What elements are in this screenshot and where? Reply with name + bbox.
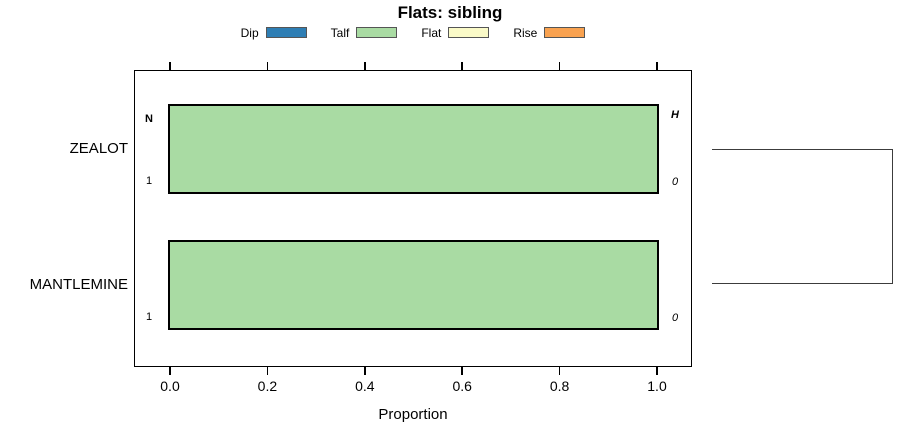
legend: Dip Talf Flat Rise [134, 25, 692, 40]
legend-item: Rise [513, 25, 586, 40]
x-axis-tick-top [169, 62, 171, 70]
x-axis-tick-top [364, 62, 366, 70]
bar-segment-talf [170, 242, 657, 328]
legend-swatch [448, 27, 490, 38]
x-axis-tick-bottom [169, 367, 171, 375]
x-axis-tick-bottom [266, 367, 269, 375]
x-axis-tick-bottom [364, 367, 366, 375]
row-label-right-top: H [671, 109, 679, 121]
x-axis-tick-label: 0.4 [355, 378, 375, 394]
x-axis-tick-top [266, 62, 269, 70]
chart-title: Flats: sibling [397, 3, 503, 22]
row-label-left-bottom: 1 [145, 175, 153, 187]
x-axis-tick-bottom [558, 367, 561, 375]
legend-item: Talf [331, 26, 398, 40]
x-axis-tick-top [558, 62, 561, 70]
legend-swatch [356, 27, 398, 38]
x-axis-tick-bottom [656, 367, 658, 375]
x-axis-title: Proportion [378, 406, 448, 423]
category-label: MANTLEMINE [29, 276, 128, 293]
row-label-left-top: N [145, 113, 153, 125]
legend-label: Talf [330, 25, 350, 40]
x-axis-tick-label: 1.0 [647, 378, 667, 394]
x-axis-tick-top [656, 62, 658, 70]
legend-label: Dip [240, 25, 259, 40]
row-label-right-bottom: 0 [671, 312, 679, 324]
group-bracket [712, 149, 893, 284]
bar-segment-talf [170, 106, 657, 192]
row-label-left-bottom: 1 [145, 311, 153, 323]
legend-item: Flat [421, 25, 490, 40]
legend-swatch [265, 27, 307, 38]
legend-label: Rise [513, 25, 538, 40]
row-label-right-bottom: 0 [671, 176, 679, 188]
legend-label: Flat [421, 25, 442, 40]
bar-mantlemine [168, 240, 659, 330]
x-axis-tick-top [461, 62, 463, 70]
x-axis-tick-label: 0.6 [452, 378, 472, 394]
legend-swatch [544, 27, 586, 38]
legend-item: Dip [241, 26, 307, 40]
x-axis-tick-label: 0.8 [549, 378, 570, 394]
x-axis-tick-bottom [461, 367, 463, 375]
category-label: ZEALOT [69, 140, 128, 157]
bar-zealot [168, 104, 659, 194]
x-axis-tick-label: 0.2 [257, 378, 278, 394]
x-axis-tick-label: 0.0 [160, 378, 180, 394]
